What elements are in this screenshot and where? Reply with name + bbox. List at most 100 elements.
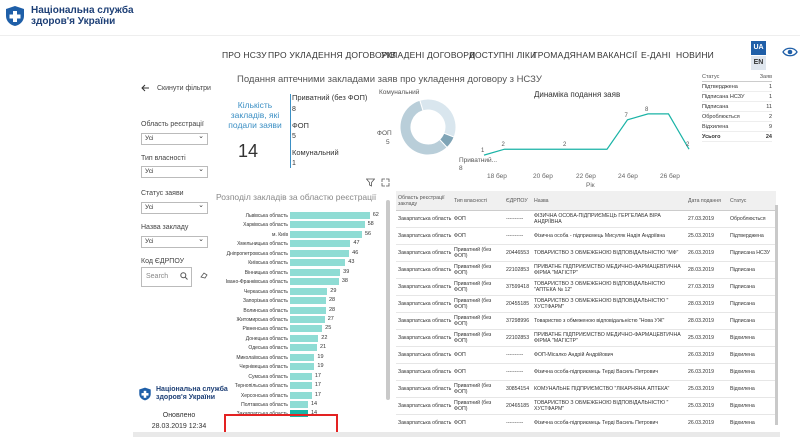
table-row[interactable]: Закарпатська область Приватний (без ФОП) 3…	[396, 381, 776, 398]
table-row[interactable]: Закарпатська область ФОП ---------- ФОП-Міс…	[396, 347, 776, 364]
filter-icon[interactable]	[366, 178, 375, 187]
bar[interactable]	[290, 212, 370, 219]
bar[interactable]	[290, 230, 362, 238]
status-col-header[interactable]: Статус	[702, 74, 720, 80]
table-scrollbar[interactable]	[775, 205, 778, 425]
bar-row[interactable]: Запорізька область 28	[216, 297, 386, 307]
table-row[interactable]: Закарпатська область Приватний (без ФОП) 3…	[396, 279, 776, 296]
bar-row[interactable]: Дніпропетровська область 46	[216, 249, 386, 260]
table-row[interactable]: Закарпатська область ФОП ---------- Фізична…	[396, 364, 776, 381]
bar-row[interactable]: Сумська область 17	[216, 372, 386, 383]
bar-row[interactable]: Тернопільська область 17	[216, 382, 386, 392]
status-row[interactable]: Підписана 11	[702, 102, 772, 112]
count-col-header[interactable]: Заяв	[759, 74, 772, 80]
status-name: Оброблюється	[702, 114, 740, 120]
bar[interactable]	[290, 315, 325, 323]
bar[interactable]	[290, 372, 312, 380]
bar-row[interactable]: Волинська область 28	[216, 306, 386, 317]
bar-row[interactable]: Київська область 43	[216, 259, 386, 269]
lang-en-button[interactable]: EN	[751, 56, 766, 70]
bar-row[interactable]: Херсонська область 17	[216, 391, 386, 402]
nav-item-about[interactable]: ПРО НСЗУ	[222, 50, 267, 60]
bar-row[interactable]: Вінницька область 39	[216, 268, 386, 279]
horizontal-scrollbar[interactable]	[133, 432, 780, 437]
filter-name-select[interactable]: Усі	[141, 235, 208, 248]
eye-icon[interactable]	[782, 47, 798, 57]
bar[interactable]	[290, 259, 346, 267]
bar-row[interactable]: м. Київ 56	[216, 230, 386, 241]
donut-slice[interactable]	[419, 98, 457, 138]
col-header-date[interactable]: Дата подання	[688, 197, 721, 204]
bar[interactable]	[290, 382, 312, 390]
lang-ua-button[interactable]: UA	[751, 41, 766, 55]
bar-row[interactable]: Львівська область 62	[216, 212, 386, 222]
bar-row[interactable]: Миколаївська область 19	[216, 353, 386, 364]
line-x-tick: 20 бер	[533, 173, 553, 180]
col-header-region[interactable]: Область реєстрації закладу	[398, 194, 445, 207]
filter-region-select[interactable]: Усі	[141, 132, 208, 145]
status-row[interactable]: Відхилена 9	[702, 122, 772, 132]
bar[interactable]	[290, 410, 308, 418]
nav-item-citizens[interactable]: ГРОМАДЯНАМ	[533, 50, 596, 60]
bar[interactable]	[290, 401, 308, 408]
table-row[interactable]: Закарпатська область Приватний (без ФОП) 2…	[396, 245, 776, 262]
bar-row[interactable]: Рівненська область 25	[216, 325, 386, 335]
expand-icon[interactable]	[381, 178, 390, 187]
col-header-status[interactable]: Статус	[730, 197, 747, 204]
bar[interactable]	[290, 287, 328, 295]
nav-item-news[interactable]: НОВИНИ	[676, 50, 714, 60]
table-row[interactable]: Закарпатська область ФОП ---------- ФІЗИЧНА…	[396, 211, 776, 228]
bar[interactable]	[290, 325, 323, 333]
col-header-edrpou[interactable]: ЄДРПОУ	[506, 197, 528, 204]
nav-item-medicines[interactable]: ДОСТУПНІ ЛІКИ	[469, 50, 537, 60]
bar-row[interactable]: Житомирська область 27	[216, 315, 386, 326]
status-row[interactable]: Підтверджена 1	[702, 82, 772, 92]
bar-row[interactable]: Донецька область 22	[216, 334, 386, 345]
nav-item-edata[interactable]: Е-ДАНІ	[641, 50, 671, 60]
bar-row[interactable]: Хмельницька область 47	[216, 240, 386, 250]
bar-row[interactable]: Полтавська область 14	[216, 401, 386, 411]
line-data-label: 2	[686, 142, 690, 148]
bar-chart-scrollbar[interactable]	[386, 200, 390, 400]
table-row[interactable]: Закарпатська область Приватний (без ФОП) 2…	[396, 330, 776, 347]
filter-status-select[interactable]: Усі	[141, 201, 208, 214]
bar[interactable]	[290, 240, 351, 248]
eraser-icon[interactable]	[200, 272, 208, 279]
status-row[interactable]: Оброблюється 2	[702, 112, 772, 122]
filter-ownership-select[interactable]: Усі	[141, 165, 208, 178]
col-header-name[interactable]: Назва	[534, 197, 549, 204]
table-row[interactable]: Закарпатська область ФОП ---------- Фізична…	[396, 228, 776, 245]
bar[interactable]	[290, 297, 326, 305]
bar-row[interactable]: Одеська область 21	[216, 344, 386, 354]
line-series[interactable]	[483, 113, 690, 156]
nav-item-contracts[interactable]: УКЛАДЕНІ ДОГОВОРИ	[381, 50, 476, 60]
edrpou-search-input[interactable]: Search	[141, 267, 192, 287]
bar[interactable]	[290, 249, 350, 257]
bar[interactable]	[290, 221, 365, 229]
bar[interactable]	[290, 344, 317, 352]
reset-filters-button[interactable]: Скинути фільтри	[141, 84, 211, 92]
table-row[interactable]: Закарпатська область Приватний (без ФОП) 3…	[396, 313, 776, 330]
table-row[interactable]: Закарпатська область Приватний (без ФОП) 2…	[396, 398, 776, 415]
bar[interactable]	[290, 353, 315, 361]
table-row[interactable]: Закарпатська область ФОП ---------- Фізична…	[396, 415, 776, 431]
status-row[interactable]: Підписана НСЗУ 1	[702, 92, 772, 102]
table-row[interactable]: Закарпатська область Приватний (без ФОП) 2…	[396, 262, 776, 279]
donut-slice[interactable]	[399, 99, 448, 156]
bar[interactable]	[290, 278, 339, 286]
table-row[interactable]: Закарпатська область Приватний (без ФОП) 2…	[396, 296, 776, 313]
bar[interactable]	[290, 363, 315, 371]
bar[interactable]	[290, 334, 319, 342]
bar[interactable]	[290, 268, 341, 276]
bar-row[interactable]: Харківська область 58	[216, 221, 386, 231]
bar[interactable]	[290, 306, 326, 314]
nav-item-contracting[interactable]: ПРО УКЛАДЕННЯ ДОГОВОРІВ	[268, 50, 397, 60]
nszu-logo[interactable]: Національна служба здоров'я України	[4, 5, 134, 27]
col-header-ownership[interactable]: Тип власності	[454, 197, 488, 204]
bar-row[interactable]: Івано-Франківська область 38	[216, 278, 386, 288]
bar-row[interactable]: Черкаська область 29	[216, 287, 386, 298]
bar[interactable]	[290, 391, 312, 399]
nav-item-vacancies[interactable]: ВАКАНСІЇ	[597, 50, 638, 60]
search-icon[interactable]	[180, 272, 188, 280]
bar-row[interactable]: Чернівецька область 19	[216, 363, 386, 373]
